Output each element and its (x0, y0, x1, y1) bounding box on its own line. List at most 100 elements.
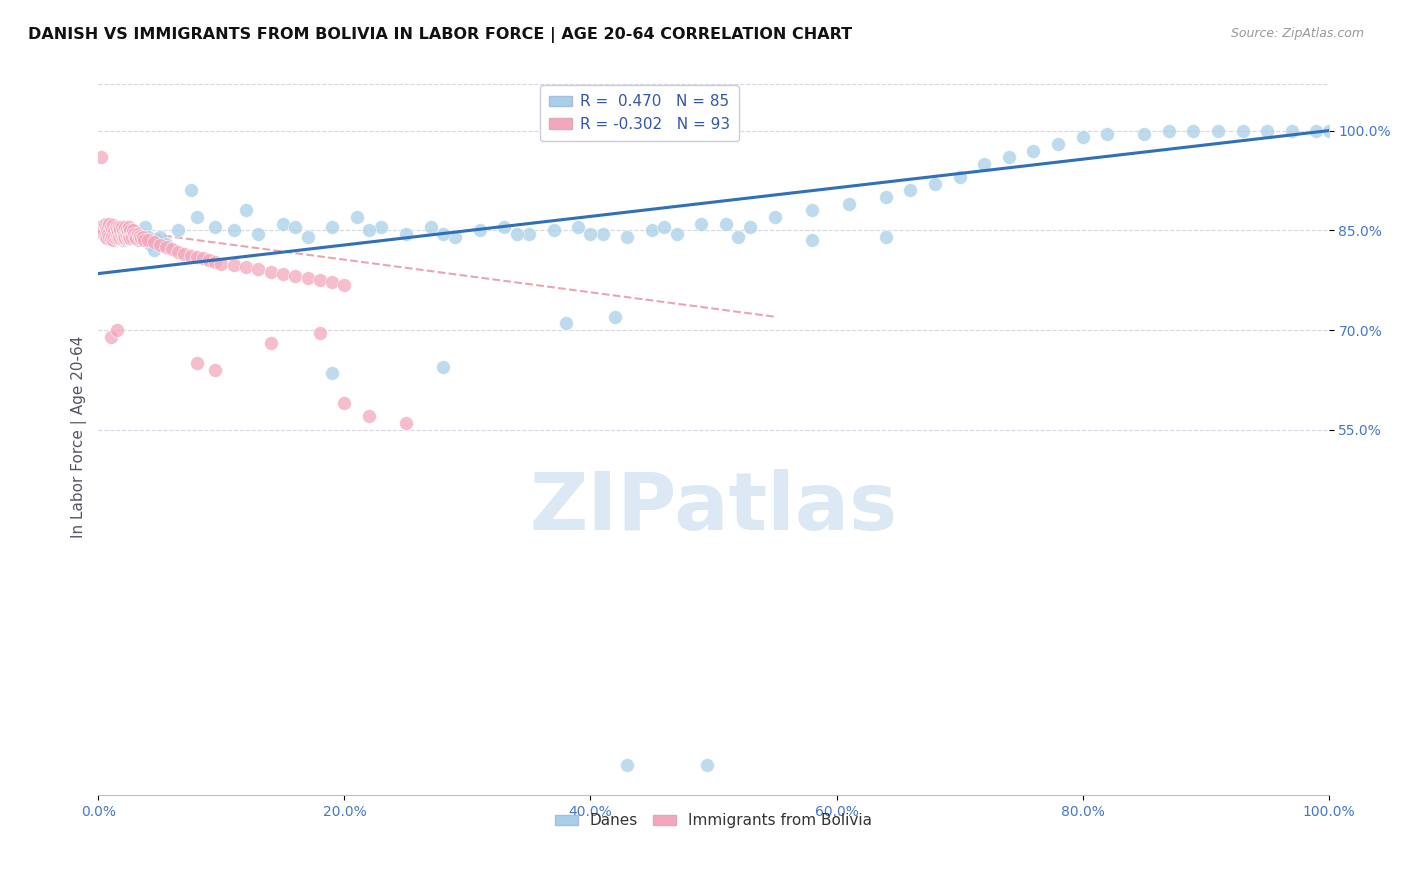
Point (114, 230, 136, 244)
Point (973, 157, 995, 171)
Point (118, 219, 141, 234)
Point (186, 356, 208, 370)
Point (838, 196, 860, 211)
Point (579, 227, 602, 241)
Point (1133, 127, 1156, 141)
Point (146, 233, 169, 247)
Point (103, 223, 125, 237)
Point (284, 268, 307, 283)
Text: ZIPatlas: ZIPatlas (530, 469, 897, 547)
Point (120, 223, 142, 237)
Point (370, 219, 392, 234)
Point (346, 210, 368, 224)
Point (104, 219, 127, 234)
Point (395, 416, 418, 430)
Point (1317, 123, 1340, 137)
Point (117, 225, 139, 239)
Point (97, 227, 120, 241)
Point (432, 359, 454, 374)
Point (111, 230, 134, 244)
Point (108, 230, 131, 244)
Legend: Danes, Immigrants from Bolivia: Danes, Immigrants from Bolivia (548, 807, 879, 834)
Point (97, 219, 120, 234)
Point (235, 260, 257, 274)
Point (91, 225, 114, 239)
Point (432, 227, 454, 241)
Point (105, 222, 128, 236)
Point (98, 230, 121, 244)
Point (121, 230, 143, 244)
Point (160, 242, 183, 256)
Point (90, 150, 112, 164)
Point (198, 253, 221, 268)
Point (180, 249, 202, 263)
Point (155, 240, 177, 254)
Point (259, 264, 281, 278)
Point (111, 233, 134, 247)
Point (191, 252, 214, 266)
Point (110, 231, 132, 245)
Point (124, 230, 146, 244)
Point (948, 170, 970, 185)
Point (142, 235, 165, 250)
Point (136, 230, 159, 244)
Point (616, 757, 638, 772)
Point (616, 230, 638, 244)
Point (128, 230, 150, 244)
Point (100, 231, 122, 245)
Point (101, 219, 124, 234)
Point (108, 219, 131, 234)
Point (690, 217, 713, 231)
Point (186, 250, 208, 264)
Point (110, 222, 132, 236)
Point (800, 203, 823, 218)
Point (94, 230, 117, 244)
Point (209, 256, 232, 270)
Point (104, 231, 127, 245)
Point (180, 184, 202, 198)
Point (149, 230, 172, 244)
Point (132, 233, 155, 247)
Point (1232, 123, 1254, 137)
Point (121, 227, 143, 241)
Point (112, 227, 135, 241)
Point (696, 757, 718, 772)
Point (1206, 123, 1229, 137)
Point (297, 271, 319, 285)
Point (284, 219, 307, 234)
Point (112, 230, 135, 244)
Point (554, 317, 576, 331)
Point (333, 396, 356, 410)
Point (107, 225, 129, 239)
Point (98, 217, 121, 231)
Point (91, 227, 114, 241)
Point (114, 219, 136, 234)
Point (321, 366, 343, 380)
Point (204, 219, 226, 234)
Point (131, 231, 153, 245)
Point (204, 255, 226, 269)
Point (111, 223, 134, 237)
Point (271, 267, 294, 281)
Point (357, 409, 380, 424)
Point (111, 231, 134, 245)
Point (96, 231, 118, 245)
Point (118, 223, 141, 237)
Text: DANISH VS IMMIGRANTS FROM BOLIVIA IN LABOR FORCE | AGE 20-64 CORRELATION CHART: DANISH VS IMMIGRANTS FROM BOLIVIA IN LAB… (28, 27, 852, 43)
Point (444, 230, 467, 244)
Point (567, 219, 589, 234)
Point (1046, 136, 1069, 151)
Point (131, 227, 153, 241)
Point (235, 203, 257, 218)
Point (93, 218, 115, 232)
Point (134, 219, 156, 234)
Point (115, 222, 138, 236)
Point (308, 273, 330, 287)
Point (101, 218, 124, 232)
Point (105, 323, 128, 337)
Point (139, 236, 162, 251)
Point (714, 217, 737, 231)
Point (93, 217, 115, 231)
Point (333, 277, 356, 292)
Point (592, 227, 614, 241)
